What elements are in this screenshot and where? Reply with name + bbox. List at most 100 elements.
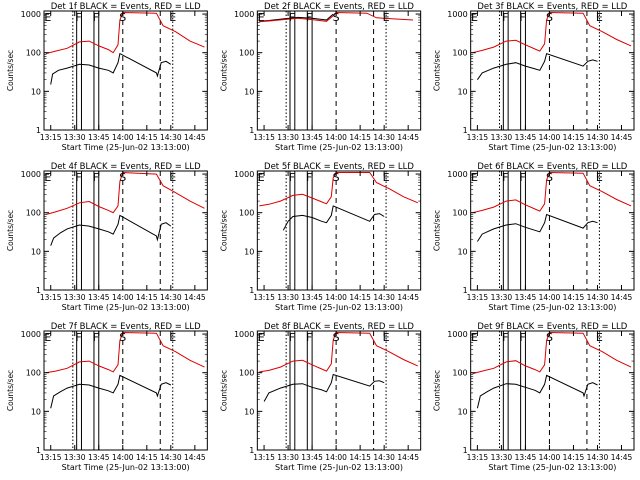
y-tick-label: 100 [239, 209, 254, 218]
x-tick-label: 13:30 [64, 453, 86, 462]
x-tick-label: 14:30 [160, 133, 182, 142]
series-events-line [263, 373, 385, 402]
x-axis-label: Start Time (25-Jun-02 13:13:00) [275, 463, 403, 472]
x-tick-label: 13:15 [253, 133, 275, 142]
event-marker-s: S [546, 331, 553, 344]
event-marker-f: F [75, 11, 81, 24]
x-axis-label: Start Time (25-Jun-02 13:13:00) [62, 463, 190, 472]
y-tick-label: 10 [31, 247, 41, 256]
x-tick-label: 13:45 [301, 453, 323, 462]
event-marker-f: F [75, 171, 81, 184]
event-marker-s: S [119, 11, 126, 24]
event-marker-e: E [258, 11, 265, 24]
x-tick-label: 13:45 [88, 453, 110, 462]
plot-frame [43, 10, 208, 131]
y-tick-label: 100 [239, 49, 254, 58]
x-tick-label: 14:30 [160, 293, 182, 302]
y-tick-label: 1000 [234, 170, 254, 179]
series-lld-line [45, 331, 205, 374]
x-tick-label: 14:00 [325, 293, 347, 302]
x-tick-label: 14:45 [184, 293, 206, 302]
event-marker-e: E [44, 331, 51, 344]
x-tick-label: 14:30 [587, 293, 609, 302]
x-tick-label: 13:15 [467, 293, 489, 302]
panel-6: Det 6f BLACK = Events, RED = LLD 1 10 100 10… [433, 162, 635, 312]
series-events-line [259, 13, 334, 22]
event-marker-e: E [596, 331, 603, 344]
y-tick-label: 100 [452, 49, 467, 58]
event-marker-f: F [93, 331, 99, 344]
series-lld-line [45, 171, 205, 215]
event-marker-f: F [93, 11, 99, 24]
x-tick-label: 14:00 [112, 133, 134, 142]
series-lld-line [472, 11, 632, 54]
series-lld-line [259, 172, 418, 207]
x-tick-label: 14:00 [539, 293, 561, 302]
x-tick-label: 14:30 [160, 453, 182, 462]
event-marker-f: F [289, 331, 295, 344]
y-tick-label: 1000 [447, 10, 467, 19]
event-marker-e: E [169, 171, 176, 184]
x-tick-label: 14:00 [539, 133, 561, 142]
y-tick-label: 10 [244, 407, 254, 416]
panel-4: Det 4f BLACK = Events, RED = LLD 1 10 100 10… [6, 162, 208, 312]
x-tick-label: 14:45 [397, 133, 419, 142]
plot-frame [470, 170, 635, 291]
y-tick-label: 1000 [21, 330, 41, 339]
series-lld-line [472, 171, 632, 214]
panel-1: Det 1f BLACK = Events, RED = LLD 1 10 100 10… [6, 2, 208, 152]
event-marker-e: E [383, 171, 390, 184]
x-tick-label: 13:45 [515, 293, 537, 302]
x-axis-label: Start Time (25-Jun-02 13:13:00) [488, 303, 616, 312]
y-tick-label: 1000 [447, 330, 467, 339]
event-marker-f: F [502, 331, 508, 344]
panel-title: Det 1f BLACK = Events, RED = LLD [51, 2, 201, 12]
y-tick-label: 100 [452, 209, 467, 218]
y-tick-label: 100 [26, 209, 41, 218]
x-tick-label: 14:30 [373, 453, 395, 462]
x-tick-label: 13:45 [301, 293, 323, 302]
y-tick-label: 1000 [21, 10, 41, 19]
series-lld-line [259, 11, 414, 23]
panel-7: Det 7f BLACK = Events, RED = LLD 1 10 100 10… [6, 322, 208, 472]
event-marker-s: S [333, 11, 340, 24]
x-tick-label: 14:15 [349, 453, 371, 462]
x-tick-label: 13:45 [88, 133, 110, 142]
panel-title: Det 8f BLACK = Events, RED = LLD [264, 322, 414, 332]
plot-frame [470, 330, 635, 451]
event-marker-s: S [333, 331, 340, 344]
y-tick-label: 10 [31, 87, 41, 96]
x-tick-label: 13:30 [277, 293, 299, 302]
y-axis-label: Counts/sec [219, 210, 228, 251]
event-marker-f: F [519, 171, 525, 184]
x-tick-label: 14:00 [112, 293, 134, 302]
x-tick-label: 14:45 [184, 453, 206, 462]
x-tick-label: 13:15 [40, 133, 62, 142]
y-axis-label: Counts/sec [6, 50, 15, 91]
x-axis-label: Start Time (25-Jun-02 13:13:00) [488, 143, 616, 152]
series-events-line [476, 52, 598, 80]
plot-frame [43, 170, 208, 291]
event-marker-e: E [169, 11, 176, 24]
x-tick-label: 14:45 [184, 133, 206, 142]
event-marker-s: S [119, 331, 126, 344]
x-tick-label: 14:15 [136, 293, 158, 302]
y-tick-label: 1 [463, 126, 468, 135]
y-tick-label: 1000 [447, 170, 467, 179]
x-axis-label: Start Time (25-Jun-02 13:13:00) [488, 463, 616, 472]
event-marker-f: F [502, 171, 508, 184]
panel-title: Det 2f BLACK = Events, RED = LLD [264, 2, 414, 12]
x-tick-label: 13:30 [491, 133, 513, 142]
event-marker-e: E [596, 171, 603, 184]
x-tick-label: 13:15 [40, 453, 62, 462]
y-axis-label: Counts/sec [433, 370, 442, 411]
y-tick-label: 10 [244, 247, 254, 256]
x-tick-label: 14:15 [349, 293, 371, 302]
panel-title: Det 9f BLACK = Events, RED = LLD [477, 322, 627, 332]
event-marker-s: S [546, 171, 553, 184]
series-events-line [476, 374, 598, 409]
x-tick-label: 13:45 [515, 453, 537, 462]
series-lld-line [472, 331, 632, 375]
panel-title: Det 3f BLACK = Events, RED = LLD [477, 2, 627, 12]
